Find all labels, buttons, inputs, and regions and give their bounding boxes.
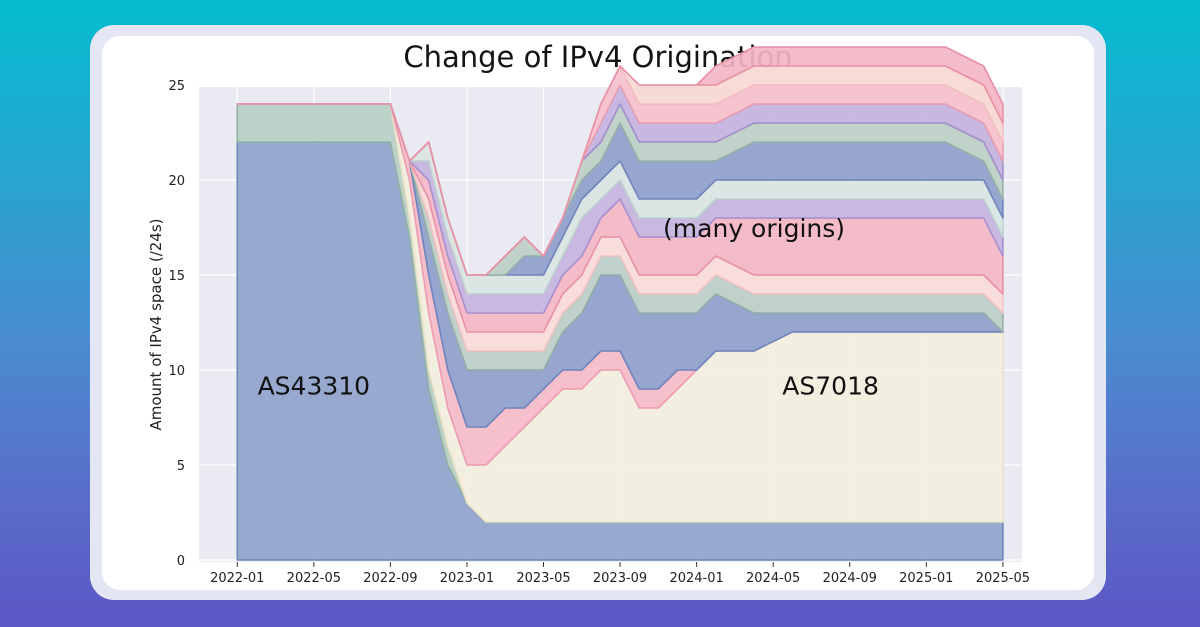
x-tick-label: 2024-05 [746, 571, 800, 586]
x-tick-label: 2022-05 [287, 571, 341, 586]
y-tick-label: 20 [168, 174, 185, 189]
y-tick-label: 25 [168, 79, 185, 94]
x-tick-label: 2022-09 [363, 571, 417, 586]
y-axis-label: Amount of IPv4 space (/24s) [147, 218, 165, 430]
y-tick-label: 15 [168, 269, 185, 284]
chart-annotation: AS43310 [258, 372, 371, 401]
x-tick-label: 2023-05 [516, 571, 570, 586]
x-tick-label: 2024-09 [823, 571, 877, 586]
area-series-origin-16 [236, 46, 1004, 276]
x-tick-label: 2023-01 [440, 571, 494, 586]
x-tick-label: 2025-05 [976, 571, 1030, 586]
y-tick-label: 10 [168, 364, 185, 379]
x-tick-label: 2023-09 [593, 571, 647, 586]
x-tick-label: 2024-01 [669, 571, 723, 586]
x-tick-label: 2022-01 [210, 571, 264, 586]
x-tick-label: 2025-01 [899, 571, 953, 586]
chart-annotation: AS7018 [782, 372, 879, 401]
y-tick-label: 5 [177, 459, 185, 474]
y-tick-label: 0 [177, 554, 185, 569]
chart-annotation: (many origins) [663, 214, 845, 243]
